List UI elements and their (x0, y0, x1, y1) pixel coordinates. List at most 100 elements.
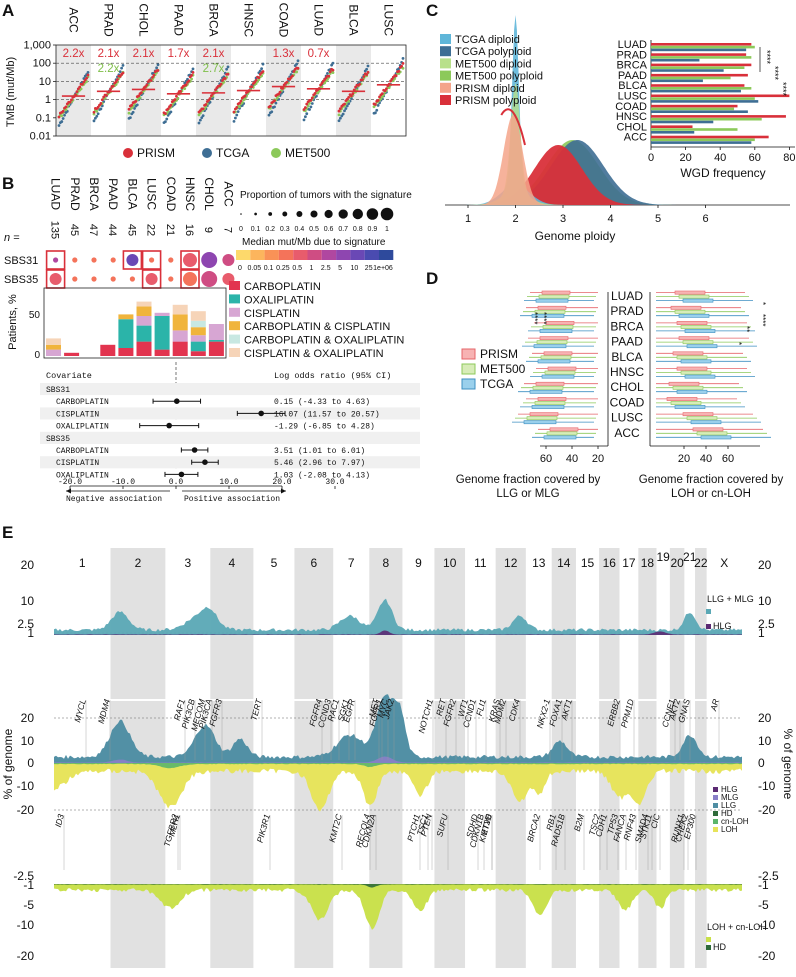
wgd-bar-met500 (651, 56, 752, 59)
bot-y-tick-right: -2.5 (758, 869, 779, 883)
box-right (670, 305, 702, 310)
tmb-point (86, 71, 90, 74)
tmb-point (254, 78, 258, 82)
tmb-point (95, 109, 99, 113)
tmb-point (121, 71, 125, 75)
box-left (529, 412, 559, 417)
tmb-point (345, 104, 349, 108)
forest-row-bg (40, 419, 420, 432)
amp-llg-mlg-area (54, 598, 742, 635)
box-right (670, 401, 702, 405)
treatment-bar (172, 341, 188, 356)
tmb-point (331, 68, 335, 72)
tmb-point (156, 63, 160, 67)
wgd-bar-tcga (651, 131, 695, 134)
tmb-point (375, 108, 379, 112)
left-x-label-1: Genome fraction covered by (456, 474, 601, 486)
del-gene-label: RB1 (544, 813, 558, 832)
wgd-bar-prism (651, 94, 790, 98)
density-legend-swatch (440, 46, 451, 57)
tmb-point (118, 70, 122, 74)
treatment-legend-swatch (229, 321, 240, 331)
tmb-point (309, 105, 313, 109)
tmb-point (365, 73, 369, 76)
tmb-point (57, 115, 61, 119)
fold-change-prism: 2.1x (133, 48, 155, 60)
box-right (686, 344, 718, 349)
tmb-point (95, 114, 99, 118)
right-x-tick: 40 (700, 453, 712, 465)
tmb-point (305, 112, 309, 116)
tmb-point (156, 69, 160, 72)
tmb-point (111, 84, 115, 88)
x-tick-label: 5 (655, 213, 661, 225)
wgd-bar-prism (651, 84, 745, 87)
signature-dot (72, 276, 78, 282)
box-left (540, 355, 572, 360)
tmb-point (235, 113, 239, 117)
mid-y-tick-left: 20 (21, 711, 35, 725)
mid-y-tick-right: 20 (758, 711, 772, 725)
mid-y-tick-right: 0 (758, 756, 765, 770)
box-right (700, 435, 732, 440)
mid-y-tick-left: -10 (17, 779, 35, 793)
tmb-point (373, 103, 377, 106)
legend-mid-swatch (713, 811, 718, 816)
box-right (690, 420, 722, 425)
box-left (539, 329, 573, 333)
significance-stars: **** (778, 82, 788, 97)
highlight-box (141, 250, 162, 270)
legend-bot-label: LOH + cn-LOH (707, 922, 767, 932)
tmb-point (219, 82, 223, 86)
box-right (680, 325, 712, 329)
color-legend-tick: 25 (365, 265, 373, 272)
tmb-point (120, 66, 124, 70)
wgd-bar-tcga (651, 58, 700, 62)
n-label: n = (4, 232, 20, 244)
color-legend-swatch (293, 250, 308, 260)
legend-hlg-swatch (706, 624, 711, 629)
treatment-legend-label: CISPLATIN (244, 308, 300, 320)
cancer-label: LUSC (145, 178, 159, 210)
size-legend-title: Proportion of tumors with the signature (240, 190, 412, 201)
treatment-bar (46, 344, 61, 350)
forest-row-label: SBS35 (46, 435, 70, 444)
mid-y-tick-left: -20 (17, 803, 35, 817)
density-legend-swatch (440, 58, 451, 69)
box-legend-label: TCGA (480, 377, 513, 391)
size-legend-dot (240, 213, 242, 215)
tmb-point (232, 110, 236, 114)
wgd-bar-tcga (651, 100, 759, 103)
amp-gene-label: MDM4 (96, 698, 112, 725)
right-x-label-1: Genome fraction covered by (639, 474, 784, 486)
y-axis-label-right: % of genome (781, 729, 795, 800)
box-right (678, 336, 710, 341)
legend-mid-label: HLG (721, 785, 737, 794)
tmb-point (175, 94, 178, 98)
fold-change-prism: 2.1x (98, 48, 120, 60)
size-legend-tick: 1 (385, 226, 389, 233)
mid-y-tick-right: -10 (758, 779, 776, 793)
box-left (536, 340, 568, 345)
forest-x-tick: 10.0 (219, 478, 238, 487)
tmb-point (208, 97, 212, 100)
color-legend-swatch (278, 250, 294, 260)
fold-change-prism: 1.3x (273, 48, 295, 60)
color-legend-tick: 0.25 (276, 265, 290, 272)
bar-x-tick-label: 60 (749, 152, 761, 164)
tmb-point (201, 114, 205, 118)
sample-count: 44 (106, 224, 118, 236)
treatment-bar (136, 316, 152, 326)
treatment-bar (118, 319, 134, 348)
tmb-point (385, 87, 388, 91)
tmb-point (243, 94, 247, 98)
tmb-point (343, 102, 346, 106)
box-left (537, 397, 567, 401)
tmb-point (75, 90, 79, 94)
bar-plot-frame (43, 287, 227, 359)
tmb-point (166, 107, 170, 111)
wgd-cancer-label: BLCA (618, 80, 647, 92)
tmb-point (331, 71, 335, 75)
treatment-bar (208, 341, 224, 356)
top-y-tick-right: 20 (758, 558, 772, 572)
